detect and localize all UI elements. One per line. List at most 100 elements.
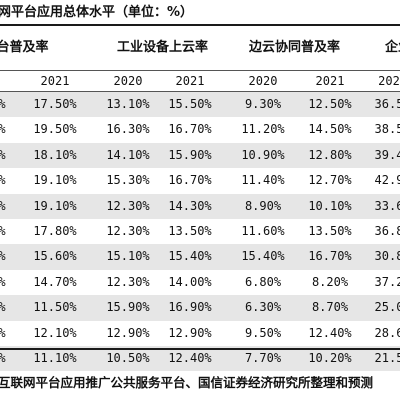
table-title: 网平台应用总体水平（单位：%） [0, 5, 194, 20]
source-note: 互联网平台应用推广公共服务平台、国信证券经济研究所整理和预测 [0, 375, 374, 390]
table-cell: 36.5 [374, 97, 400, 111]
table-row: % 15.60% 15.10% 15.40% 15.40% 16.70% 30.8 [0, 244, 400, 270]
table-cell: 19.10% [33, 173, 77, 188]
table-cell: 13.10% [106, 97, 150, 111]
table-cell: 15.40% [241, 249, 285, 264]
table-cell: 15.90% [106, 300, 150, 315]
table-cell: 6.80% [244, 274, 282, 289]
table-cell: % [0, 168, 12, 193]
year-header-row: 2021 2020 2021 2020 2021 202 [0, 70, 400, 92]
table-cell: 16.70% [168, 173, 212, 188]
table-cell: % [0, 219, 12, 244]
table-cell: 15.30% [106, 173, 150, 188]
table-cell: 10.10% [308, 198, 352, 213]
table-row: % 17.50% 13.10% 15.50% 9.30% 12.50% 36.5 [0, 92, 400, 118]
table-cell: 12.40% [168, 350, 212, 365]
table-cell: % [0, 346, 12, 371]
table-cell: % [0, 117, 12, 142]
group-edge-cloud-rate: 边云协同普及率 [248, 40, 340, 55]
group-enterprise: 企业 [384, 40, 400, 55]
table-cell: 36.8 [374, 223, 400, 238]
table-cell: 12.70% [308, 173, 352, 188]
year-header: 2021 [175, 74, 205, 88]
table-cell: 14.70% [33, 274, 77, 289]
table-cell: 12.90% [168, 325, 212, 340]
table-cell: 17.50% [33, 97, 77, 111]
year-header: 2020 [248, 74, 278, 88]
table-cell: 14.10% [106, 147, 150, 162]
table-cell: 11.50% [33, 300, 77, 315]
table-cell: 12.30% [106, 274, 150, 289]
table-cell: 33.6 [374, 198, 400, 213]
top-rule [0, 24, 400, 26]
table-cell: 15.90% [168, 147, 212, 162]
table-cell: 15.50% [168, 97, 212, 111]
table-cell: 15.10% [106, 249, 150, 264]
table-cell: 21.5 [374, 350, 400, 365]
table-row: % 17.80% 12.30% 13.50% 11.60% 13.50% 36.8 [0, 219, 400, 244]
table-cell: 8.70% [311, 300, 349, 315]
year-header: 2021 [315, 74, 345, 88]
table-cell: 19.50% [33, 122, 77, 137]
table-cell: 10.20% [308, 350, 352, 365]
table-cell: % [0, 143, 12, 168]
table-cell: 14.30% [168, 198, 212, 213]
table-cell: 25.0 [374, 300, 400, 315]
bottom-rule [0, 348, 400, 350]
table-row: % 12.10% 12.90% 12.90% 9.50% 12.40% 28.6 [0, 321, 400, 346]
table-cell: 17.80% [33, 223, 77, 238]
table-cell: 12.30% [106, 223, 150, 238]
table-row: % 19.10% 15.30% 16.70% 11.40% 12.70% 42.9 [0, 168, 400, 193]
year-header: 2020 [113, 74, 143, 88]
table-cell: 7.70% [244, 350, 282, 365]
table-cell: 16.70% [168, 122, 212, 137]
table-row: % 18.10% 14.10% 15.90% 10.90% 12.80% 39.4 [0, 142, 400, 169]
table-cell: 14.50% [308, 122, 352, 137]
table-cell: 13.50% [168, 223, 212, 238]
table-row: % 19.50% 16.30% 16.70% 11.20% 14.50% 38.5 [0, 117, 400, 142]
table-cell: 15.40% [168, 249, 212, 264]
table-cell: 30.8 [374, 249, 400, 264]
table-cell: 10.50% [106, 350, 150, 365]
table-cell: 12.10% [33, 325, 77, 340]
year-header: 202 [378, 74, 400, 88]
table-cell: 39.4 [374, 147, 400, 162]
table-cell: % [0, 295, 12, 320]
table-cell: 38.5 [374, 122, 400, 137]
table-cell: 14.00% [168, 274, 212, 289]
table-cell: 12.40% [308, 325, 352, 340]
group-header-row: 台普及率 工业设备上云率 边云协同普及率 企业 [0, 26, 400, 70]
table-cell: 12.50% [308, 97, 352, 111]
table-cell: 16.90% [168, 300, 212, 315]
table-cell: % [0, 194, 12, 219]
table-cell: 11.60% [241, 223, 285, 238]
table-cell: 9.50% [244, 325, 282, 340]
table-row: % 19.10% 12.30% 14.30% 8.90% 10.10% 33.6 [0, 193, 400, 219]
group-platform-penetration: 台普及率 [0, 40, 49, 55]
table-cell: 37.2 [374, 274, 400, 289]
table-cell: % [0, 270, 12, 295]
table-cell: 42.9 [374, 173, 400, 188]
table-row: % 11.10% 10.50% 12.40% 7.70% 10.20% 21.5 [0, 345, 400, 372]
table-cell: 11.20% [241, 122, 285, 137]
table-cell: 28.6 [374, 325, 400, 340]
table-cell: 13.50% [308, 223, 352, 238]
table-cell: % [0, 244, 12, 269]
table-cell: 11.40% [241, 173, 285, 188]
table-cell: 10.90% [241, 147, 285, 162]
table-cell: % [0, 321, 12, 346]
table-cell: 18.10% [33, 147, 77, 162]
table-cell: 8.20% [311, 274, 349, 289]
year-header: 2021 [40, 74, 70, 88]
table-cell: 12.30% [106, 198, 150, 213]
table-body: % 17.50% 13.10% 15.50% 9.30% 12.50% 36.5% 19.50… [0, 92, 400, 372]
table-cell: 9.30% [244, 97, 282, 111]
table-cell: 16.30% [106, 122, 150, 137]
table-cell: 15.60% [33, 249, 77, 264]
table-cell: % [0, 92, 12, 117]
table-row: % 14.70% 12.30% 14.00% 6.80% 8.20% 37.2 [0, 270, 400, 295]
table-cell: 8.90% [244, 198, 282, 213]
table-row: % 11.50% 15.90% 16.90% 6.30% 8.70% 25.0 [0, 295, 400, 321]
table-cell: 19.10% [33, 198, 77, 213]
table-cell: 6.30% [244, 300, 282, 315]
